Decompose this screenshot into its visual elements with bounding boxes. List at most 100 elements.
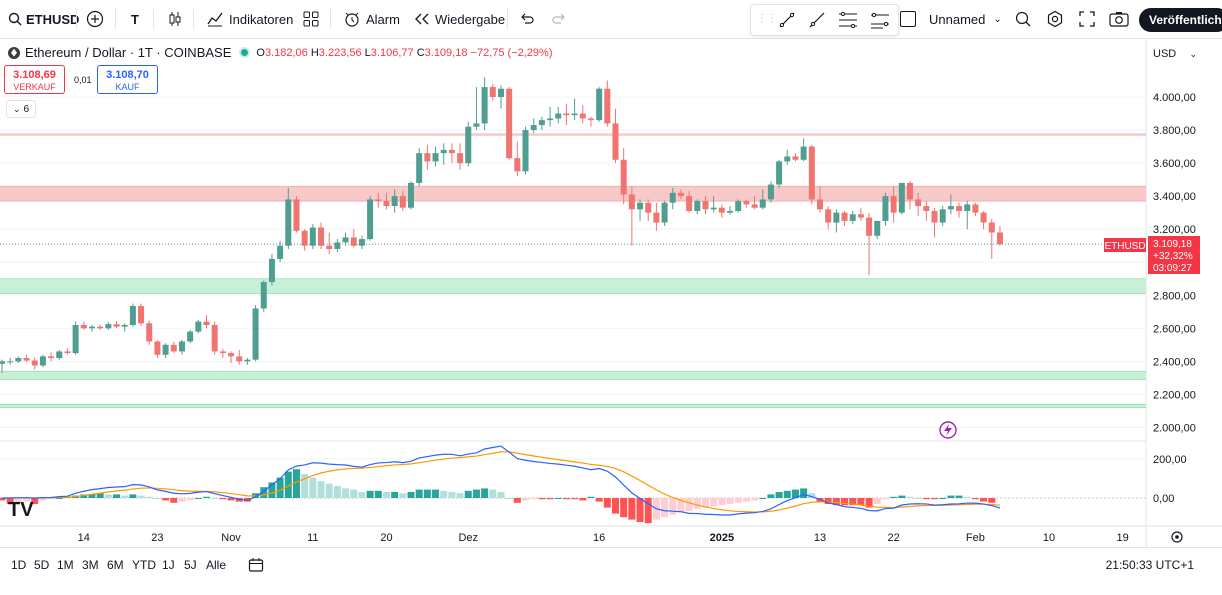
candle-body xyxy=(457,153,464,164)
ray-tool-button[interactable] xyxy=(807,10,827,30)
candle-body xyxy=(424,153,431,162)
indicators-button[interactable]: Indikatoren xyxy=(206,0,293,38)
candle-body xyxy=(56,351,63,359)
top-toolbar: ETHUSD T Indikatoren Alarm Wieder xyxy=(0,0,1222,39)
drag-handle-icon[interactable]: ⋮⋮ xyxy=(757,13,777,24)
currency-dropdown[interactable]: USD ⌄ xyxy=(1149,44,1201,64)
pattern-tool-button[interactable] xyxy=(869,10,891,30)
candle-body xyxy=(432,153,439,162)
sell-button[interactable]: 3.108,69 VERKAUF xyxy=(4,65,65,94)
macd-histogram-bar xyxy=(88,494,96,498)
alarm-button[interactable]: Alarm xyxy=(343,0,400,38)
zone-band[interactable] xyxy=(0,278,1146,294)
candle-body xyxy=(260,282,267,309)
snapshot-button[interactable] xyxy=(1109,0,1129,38)
zone-line[interactable] xyxy=(0,133,1146,136)
macd-tick-label: 200,00 xyxy=(1153,454,1187,466)
candle-body xyxy=(825,209,832,223)
macd-histogram-bar xyxy=(0,498,6,501)
macd-histogram-bar xyxy=(939,498,947,499)
undo-button[interactable] xyxy=(519,0,535,38)
spread-value: 0,01 xyxy=(74,75,92,85)
candle-body xyxy=(694,201,701,211)
candle-body xyxy=(277,245,284,259)
macd-histogram-bar xyxy=(23,498,31,502)
candle-body xyxy=(138,305,145,324)
legend-title[interactable]: Ethereum / Dollar · 1T · COINBASE xyxy=(25,45,232,60)
range-button-5j[interactable]: 5J xyxy=(184,558,197,572)
bar-countdown: 03:09:27 xyxy=(1153,263,1192,274)
indicators-collapse-button[interactable]: ⌄ 6 xyxy=(6,100,36,118)
compare-add-button[interactable] xyxy=(86,0,104,38)
candle-body xyxy=(268,258,275,283)
fullscreen-button[interactable] xyxy=(1079,0,1095,38)
macd-histogram-bar xyxy=(661,498,669,518)
macd-histogram-bar xyxy=(137,495,145,498)
candle-body xyxy=(162,344,169,355)
candle-body xyxy=(448,149,455,154)
macd-histogram-bar xyxy=(726,498,734,504)
candle-body xyxy=(522,130,529,172)
macd-histogram-bar xyxy=(546,498,554,500)
redo-button[interactable] xyxy=(551,0,567,38)
settings-button[interactable] xyxy=(1046,0,1064,38)
chart-type-button[interactable] xyxy=(166,0,184,38)
buy-button[interactable]: 3.108,70 KAUF xyxy=(97,65,158,94)
publish-button[interactable]: Veröffentlichen xyxy=(1139,8,1222,32)
macd-histogram-bar xyxy=(718,498,726,506)
range-button-1d[interactable]: 1D xyxy=(11,558,27,572)
candle-body xyxy=(146,323,153,342)
range-button-1m[interactable]: 1M xyxy=(57,558,74,572)
range-button-ytd[interactable]: YTD xyxy=(132,558,156,572)
candle-body xyxy=(800,146,807,160)
candle-body xyxy=(31,360,38,366)
axis-settings-icon[interactable] xyxy=(1171,531,1183,543)
macd-histogram-bar xyxy=(808,493,816,498)
quick-search-button[interactable] xyxy=(1014,0,1032,38)
undo-icon xyxy=(519,11,535,27)
legend-change: −72,75 (−2,29%) xyxy=(470,46,553,59)
lightning-icon[interactable] xyxy=(939,421,957,439)
trend-line-tool-button[interactable] xyxy=(777,10,797,30)
candle-body xyxy=(473,123,480,127)
macd-histogram-bar xyxy=(342,488,350,498)
candle-body xyxy=(563,113,570,116)
macd-histogram-bar xyxy=(931,498,939,500)
interval-button[interactable]: T xyxy=(131,11,139,27)
fullscreen-icon xyxy=(1079,11,1095,27)
range-button-5d[interactable]: 5D xyxy=(34,558,50,572)
select-all-checkbox[interactable] xyxy=(900,0,916,38)
macd-histogram-bar xyxy=(849,498,857,506)
candle-body xyxy=(236,356,243,362)
macd-histogram-bar xyxy=(6,498,14,504)
range-button-alle[interactable]: Alle xyxy=(206,558,227,572)
chart-canvas[interactable]: 4.000,00 3.800,00 3.600,00 3.400,00 3.200,00… xyxy=(0,0,1222,547)
zone-band[interactable] xyxy=(0,186,1146,202)
range-button-6m[interactable]: 6M xyxy=(107,558,124,572)
fib-tool-button[interactable] xyxy=(837,10,859,30)
clock-timezone[interactable]: 21:50:33 UTC+1 xyxy=(1105,558,1194,572)
zone-band[interactable] xyxy=(0,404,1146,408)
candle-body xyxy=(686,196,693,211)
macd-histogram-bar xyxy=(153,498,161,499)
price-tick-label: 2.400,00 xyxy=(1153,356,1196,368)
time-tick-label: 2025 xyxy=(710,532,734,544)
layout-name-dropdown[interactable]: Unnamed ⌄ xyxy=(929,0,1002,38)
candle-body xyxy=(228,353,235,357)
plus-circle-icon xyxy=(86,10,104,28)
gear-icon xyxy=(1047,10,1063,28)
symbol-search-button[interactable]: ETHUSD xyxy=(8,0,79,38)
macd-histogram-bar xyxy=(211,498,219,499)
range-button-3m[interactable]: 3M xyxy=(82,558,99,572)
macd-histogram-bar xyxy=(423,489,431,498)
candle-body xyxy=(653,212,660,223)
zone-band[interactable] xyxy=(0,371,1146,380)
range-button-1j[interactable]: 1J xyxy=(162,558,175,572)
candle-body xyxy=(972,204,979,213)
macd-histogram-bar xyxy=(292,469,300,498)
goto-date-button[interactable] xyxy=(248,557,264,578)
candle-body xyxy=(367,199,374,240)
replay-button[interactable]: Wiedergabe xyxy=(414,0,505,38)
layouts-button[interactable] xyxy=(303,0,319,38)
macd-histogram-bar xyxy=(194,498,202,499)
